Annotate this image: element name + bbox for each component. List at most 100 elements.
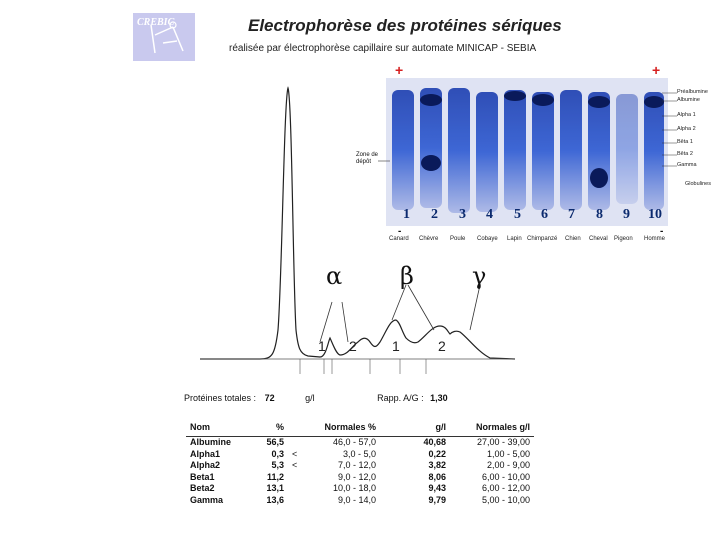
table-row: Alpha2 5,3 <7,0 - 12,0 3,82 2,00 - 9,00 (186, 460, 534, 472)
beta-label: β (400, 262, 414, 290)
percent-cell: 56,5 (266, 437, 284, 447)
deposit-zone-pointer (378, 160, 390, 162)
gamma-label: γ (472, 262, 487, 290)
fraction-label: Albumine (677, 97, 700, 103)
deposit-zone-label-line2: dépôt (356, 159, 372, 165)
logo-text: CREBIC (137, 17, 175, 28)
normal-gl-cell: 2,00 - 9,00 (486, 460, 530, 470)
percent-cell: 0,3 (271, 448, 284, 459)
fraction-label: Alpha 2 (677, 126, 696, 132)
summary-line: Protéines totales : 72 g/l Rapp. A/G : 1… (184, 393, 448, 403)
peak-label-alpha2: 2 (349, 338, 357, 354)
fraction-name-cell: Gamma (190, 494, 224, 505)
normal-gl-cell: 1,00 - 5,00 (486, 448, 530, 459)
lane-number: 10 (648, 207, 662, 222)
normal-gl-cell: 5,00 - 10,00 (481, 494, 530, 505)
gl-cell: 40,68 (423, 437, 446, 447)
page-subtitle: réalisée par électrophorèse capillaire s… (229, 43, 537, 54)
fraction-label: Préalbumine (677, 89, 708, 95)
lane-name: Chimpanzé (527, 236, 558, 242)
normal-percent-cell: 7,0 - 12,0 (337, 460, 376, 470)
lane-number: 2 (431, 207, 438, 222)
gl-cell: 8,06 (428, 471, 446, 482)
fraction-label: Bêta 2 (677, 151, 693, 157)
lane-name: Pigeon (614, 236, 633, 242)
column-header: Nom (186, 418, 256, 437)
gl-cell: 3,82 (428, 460, 446, 470)
anode-right-sign: + (652, 62, 661, 78)
normal-percent-cell: 9,0 - 14,0 (337, 494, 376, 505)
fraction-name-cell: Alpha1 (190, 448, 221, 459)
table-row: Alpha1 0,3 <3,0 - 5,0 0,22 1,00 - 5,00 (186, 449, 534, 461)
flag-cell (288, 483, 304, 495)
fraction-name-cell: Albumine (190, 437, 232, 447)
lane-number: 9 (623, 207, 630, 222)
lane-number: 5 (514, 207, 521, 222)
lane-number: 1 (403, 207, 410, 222)
lane-name: Cheval (589, 236, 608, 242)
normal-percent-cell: 46,0 - 57,0 (332, 437, 376, 447)
fraction-label: Bêta 1 (677, 139, 693, 145)
cathode-right-sign: - (660, 226, 664, 237)
percent-cell: 5,3 (271, 460, 284, 470)
lane-number: 6 (541, 207, 548, 222)
table-row: Beta2 13,1 10,0 - 18,0 9,43 6,00 - 12,00 (186, 483, 534, 495)
lane-number: 7 (568, 207, 575, 222)
total-proteins-value: 72 (264, 393, 275, 403)
table-row: Beta1 11,2 9,0 - 12,0 8,06 6,00 - 10,00 (186, 472, 534, 484)
percent-cell: 13,1 (266, 483, 284, 493)
percent-cell: 11,2 (266, 471, 284, 482)
anode-left-sign: + (395, 62, 404, 78)
lane-name: Cobaye (477, 236, 498, 242)
total-proteins-unit: g/l (305, 393, 315, 403)
ag-ratio-label: Rapp. A/G : (377, 393, 424, 403)
crebic-logo: CREBIC (133, 13, 195, 61)
lane-number: 3 (459, 207, 466, 222)
column-header: g/l (380, 418, 450, 437)
table-row: Albumine 56,5 46,0 - 57,0 40,68 27,00 - 39,0… (186, 437, 534, 449)
fraction-label: Globulines (685, 181, 711, 187)
fraction-name-cell: Alpha2 (190, 460, 221, 470)
fraction-name-cell: Beta1 (190, 471, 215, 482)
table-header-row: Nom % Normales % g/l Normales g/l (186, 418, 534, 437)
lane-name: Homme (644, 236, 666, 242)
fraction-label: Gamma (677, 162, 697, 168)
gl-cell: 0,22 (428, 448, 446, 459)
lane-name: Lapin (507, 236, 522, 242)
fraction-pointers (662, 92, 677, 167)
flag-column-header (288, 418, 304, 437)
fraction-label: Alpha 1 (677, 112, 696, 118)
alpha-label: α (326, 262, 343, 290)
normal-gl-cell: 6,00 - 12,00 (481, 483, 530, 493)
normal-percent-cell: 3,0 - 5,0 (342, 448, 376, 459)
table-row: Gamma 13,6 9,0 - 14,0 9,79 5,00 - 10,00 (186, 495, 534, 507)
fraction-name-cell: Beta2 (190, 483, 215, 493)
electrophoresis-gel-image (386, 78, 668, 226)
peak-label-beta2: 2 (438, 338, 446, 354)
lane-number: 8 (596, 207, 603, 222)
total-proteins-label: Protéines totales : (184, 393, 257, 403)
lane-name: Canard (389, 236, 409, 242)
normal-percent-cell: 9,0 - 12,0 (337, 471, 376, 482)
flag-cell (288, 437, 304, 449)
peak-label-beta1: 1 (392, 338, 400, 354)
results-table: Nom % Normales % g/l Normales g/l Albumi… (186, 418, 534, 506)
page-title: Electrophorèse des protéines sériques (248, 16, 562, 35)
densitometry-curve (200, 86, 516, 374)
cathode-left-sign: - (398, 226, 402, 237)
gl-cell: 9,79 (428, 494, 446, 505)
flag-cell (288, 495, 304, 507)
flag-cell (288, 472, 304, 484)
percent-cell: 13,6 (266, 494, 284, 505)
flag-cell: < (292, 448, 298, 459)
flag-cell: < (292, 460, 298, 470)
column-header: % (256, 418, 288, 437)
gel-bands (392, 88, 664, 213)
lane-name: Chien (565, 236, 581, 242)
lane-number: 4 (486, 207, 493, 222)
normal-gl-cell: 6,00 - 10,00 (481, 471, 530, 482)
logo-figure-icon (150, 21, 184, 54)
gl-cell: 9,43 (428, 483, 446, 493)
column-header: Normales % (304, 418, 380, 437)
normal-gl-cell: 27,00 - 39,00 (476, 437, 530, 447)
